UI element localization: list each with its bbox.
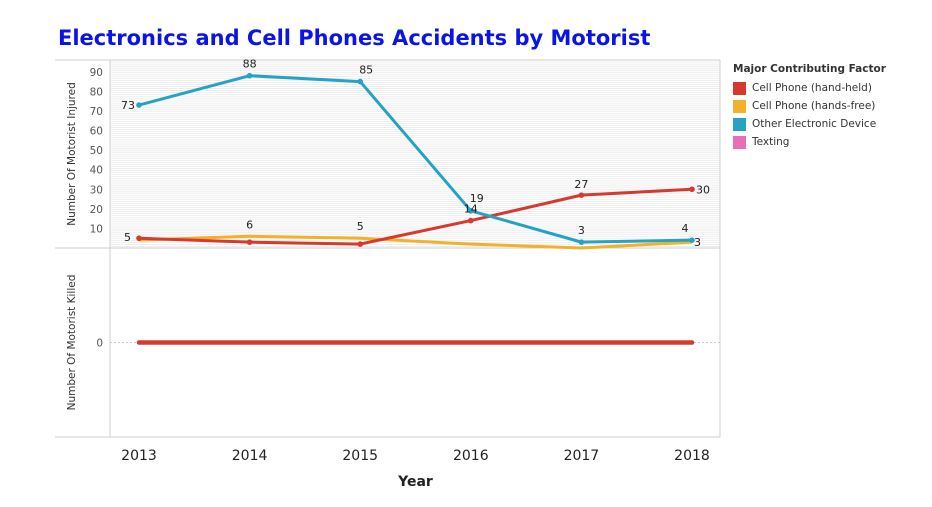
legend-title: Major Contributing Factor (733, 63, 886, 75)
data-label-cell-phone-hands-free: 6 (246, 218, 253, 231)
point-cell-phone-hand-held (468, 217, 474, 224)
data-label-other-electronic-device: 85 (359, 64, 373, 77)
legend-swatch (733, 81, 746, 95)
x-tick-label: 2017 (564, 448, 600, 464)
series-line-other-electronic-device (138, 74, 693, 244)
chart-frame (55, 59, 721, 438)
point-other-electronic-device (246, 72, 253, 79)
y-axis-title-injured: Number Of Motorist Injured (66, 82, 78, 226)
legend-label: Texting (752, 136, 790, 148)
y-tick-label-injured: 50 (90, 145, 103, 157)
series-line-cell-phone-hands-free (138, 234, 693, 250)
x-tick-label: 2013 (121, 448, 157, 464)
legend-label: Cell Phone (hands-free) (752, 100, 876, 112)
data-label-other-electronic-device: 4 (682, 222, 689, 235)
point-cell-phone-hand-held (578, 192, 585, 198)
legend-label: Other Electronic Device (752, 118, 877, 130)
grid-fill (110, 60, 720, 248)
legend-item-texting[interactable]: Texting (733, 133, 923, 151)
chart-title: Electronics and Cell Phones Accidents by… (58, 26, 651, 50)
data-label-cell-phone-hand-held: 5 (124, 231, 131, 244)
data-label-cell-phone-hands-free: 3 (694, 236, 701, 249)
point-other-electronic-device (136, 102, 142, 108)
legend-label: Cell Phone (hand-held) (752, 82, 872, 94)
point-cell-phone-hand-held (136, 235, 142, 242)
point-cell-phone-hand-held (246, 239, 253, 245)
point-other-electronic-device (689, 237, 695, 243)
data-label-other-electronic-device: 19 (470, 192, 484, 205)
data-label-cell-phone-hands-free: 5 (357, 220, 364, 233)
point-cell-phone-hand-held (689, 186, 695, 193)
data-label-other-electronic-device: 88 (243, 58, 257, 71)
y-axis-title-killed: Number Of Motorist Killed (66, 275, 78, 411)
series-line-cell-phone-hand-held (138, 187, 693, 246)
chart-series (136, 72, 695, 345)
data-label-cell-phone-hand-held: 14 (464, 203, 478, 216)
y-tick-label-injured: 40 (90, 165, 103, 177)
x-tick-label: 2016 (453, 448, 489, 464)
legend-swatch (733, 117, 746, 131)
x-tick-label: 2014 (232, 448, 268, 464)
data-label-other-electronic-device: 3 (578, 224, 585, 237)
legend-item-other-electronic-device[interactable]: Other Electronic Device (733, 115, 923, 133)
y-tick-label-injured: 10 (90, 223, 103, 235)
legend-item-cell-phone-hands-free[interactable]: Cell Phone (hands-free) (733, 97, 923, 115)
legend-items: Cell Phone (hand-held) Cell Phone (hands-… (733, 79, 923, 151)
point-other-electronic-device (468, 208, 474, 214)
y-tick-label-injured: 80 (90, 86, 103, 98)
point-other-electronic-device (578, 239, 585, 245)
y-tick-label-injured: 90 (90, 67, 103, 79)
point-cell-phone-hand-held (357, 241, 364, 247)
x-axis-title: Year (397, 474, 433, 490)
x-tick-label: 2015 (342, 448, 378, 464)
y-tick-label-injured: 70 (90, 106, 103, 118)
x-tick-label: 2018 (674, 448, 710, 464)
legend-swatch (733, 99, 746, 113)
legend: Major Contributing Factor Cell Phone (ha… (733, 63, 923, 151)
y-tick-label-injured: 30 (90, 184, 103, 196)
y-tick-label-killed: 0 (96, 338, 103, 350)
point-other-electronic-device (357, 78, 364, 85)
chart-axes: 10 20 30 40 50 60 70 80 90 0 Number Of Motorist In… (66, 67, 720, 490)
data-label-cell-phone-hand-held: 30 (696, 183, 710, 196)
data-label-other-electronic-device: 73 (121, 99, 135, 112)
y-tick-label-injured: 60 (90, 126, 103, 138)
legend-swatch (733, 135, 746, 149)
legend-item-cell-phone-hand-held[interactable]: Cell Phone (hand-held) (733, 79, 923, 97)
data-label-cell-phone-hand-held: 27 (574, 178, 588, 191)
y-tick-label-injured: 20 (90, 204, 103, 216)
